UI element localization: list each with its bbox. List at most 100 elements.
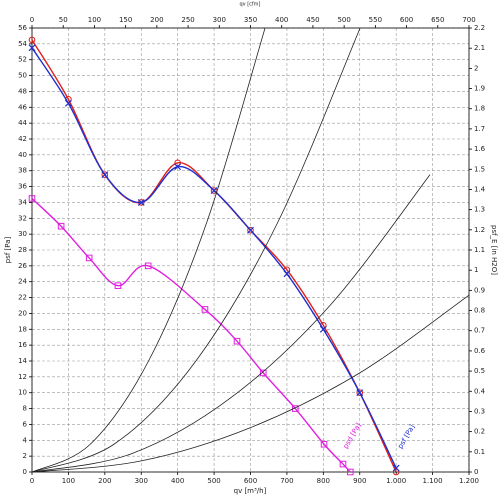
y-tick-label: 40 (18, 151, 27, 159)
x-tick-label: 700 (280, 477, 293, 485)
x2-tick-label: 300 (213, 16, 226, 24)
point-marker (233, 337, 241, 345)
y-tick-label: 46 (18, 103, 27, 111)
y-tick-label: 24 (18, 278, 27, 286)
y2-tick-label: 1.3 (474, 206, 485, 214)
y-tick-label: 50 (18, 72, 27, 80)
point-marker (201, 306, 209, 313)
y2-tick-label: 1.9 (474, 85, 485, 93)
point-marker (57, 222, 65, 230)
x-tick-label: 900 (353, 477, 366, 485)
series-line (31, 27, 266, 473)
y2-tick-label: 2.2 (474, 24, 485, 32)
y2-tick-label: 1.1 (474, 246, 485, 254)
point-marker (28, 36, 36, 44)
x2-tick-label: 50 (59, 16, 68, 24)
y2-tick-label: 0.8 (474, 307, 485, 315)
y-tick-label: 54 (18, 40, 27, 48)
x2-tick-label: 600 (400, 16, 413, 24)
point-marker (114, 282, 122, 289)
point-marker (137, 199, 145, 206)
point-marker (319, 325, 327, 333)
x2-tick-label: 650 (431, 16, 444, 24)
point-marker (64, 99, 72, 107)
y-tick-label: 12 (18, 373, 27, 381)
x-tick-label: 1.000 (386, 477, 406, 485)
x-tick-label: 200 (98, 477, 111, 485)
y2-tick-label: 0.3 (474, 407, 485, 415)
plot-frame (31, 27, 470, 473)
point-marker (247, 226, 254, 234)
x-tick-label: 800 (317, 477, 330, 485)
x2-tick-label: 450 (306, 16, 319, 24)
y2-tick-label: 0.6 (474, 347, 486, 355)
series-line (31, 174, 431, 473)
x2-tick-label: 350 (244, 16, 257, 24)
x2-tick-label: 150 (119, 16, 132, 24)
point-marker (356, 389, 364, 397)
y-tick-label: 26 (18, 262, 27, 270)
y2-tick-label: 0.7 (474, 327, 485, 335)
point-marker (291, 405, 299, 412)
point-marker (101, 171, 109, 178)
y-tick-label: 52 (18, 56, 27, 64)
y-tick-label: 34 (18, 198, 27, 206)
x2-tick-label: 0 (30, 16, 34, 24)
series-line (31, 294, 470, 473)
y-tick-label: 10 (18, 389, 27, 397)
y-tick-label: 30 (18, 230, 27, 238)
y-tick-label: 42 (18, 135, 27, 143)
y-tick-label: 36 (18, 183, 27, 191)
point-marker (283, 270, 291, 278)
y-tick-label: 0 (23, 468, 27, 476)
x2-tick-label: 550 (369, 16, 382, 24)
y2-tick-label: 0 (474, 468, 478, 476)
y-tick-label: 16 (18, 341, 27, 349)
y-tick-label: 2 (23, 452, 27, 460)
x-tick-label: 400 (171, 477, 184, 485)
x-tick-label: 1.100 (423, 477, 443, 485)
point-marker (28, 195, 36, 202)
x2-tick-label: 500 (337, 16, 350, 24)
y2-tick-label: 1.7 (474, 125, 485, 133)
y2-tick-label: 1.6 (474, 145, 486, 153)
point-marker (392, 468, 400, 476)
y-tick-label: 6 (23, 420, 28, 428)
series-line (31, 27, 361, 473)
x-tick-label: 0 (30, 477, 34, 485)
point-marker (346, 468, 354, 476)
point-marker (144, 262, 152, 270)
point-marker (101, 171, 109, 179)
top-axis-title: qv [cfm] (239, 2, 260, 8)
y-tick-label: 44 (18, 119, 27, 127)
y-tick-label: 32 (18, 214, 27, 222)
point-marker (174, 159, 181, 167)
point-marker (85, 254, 93, 262)
left-axis-title: psf [Pa] (4, 237, 12, 264)
x2-tick-label: 700 (462, 16, 475, 24)
y2-tick-label: 2.1 (474, 44, 485, 52)
x2-tick-label: 400 (275, 16, 288, 24)
x-tick-label: 1.200 (459, 477, 479, 485)
y-tick-label: 38 (18, 167, 27, 175)
y-tick-label: 28 (18, 246, 27, 254)
point-marker (28, 44, 36, 52)
point-marker (247, 226, 254, 234)
y-tick-label: 8 (23, 405, 27, 413)
y-tick-label: 48 (18, 87, 27, 95)
y2-tick-label: 1.8 (474, 105, 485, 113)
x-tick-label: 600 (244, 477, 257, 485)
y2-tick-label: 1.2 (474, 226, 485, 234)
curve-label: psf [Pa] (396, 423, 416, 450)
y-tick-label: 18 (18, 325, 27, 333)
y-tick-label: 14 (18, 357, 27, 365)
y2-tick-label: 0.5 (474, 367, 485, 375)
right-axis-title: psf_E [in H2O] (490, 225, 498, 275)
point-marker (210, 187, 218, 194)
y2-tick-label: 0.2 (474, 428, 485, 436)
y2-tick-label: 0.4 (474, 387, 486, 395)
y2-tick-label: 1.4 (474, 185, 486, 193)
point-marker (356, 389, 364, 397)
point-marker (339, 460, 347, 468)
